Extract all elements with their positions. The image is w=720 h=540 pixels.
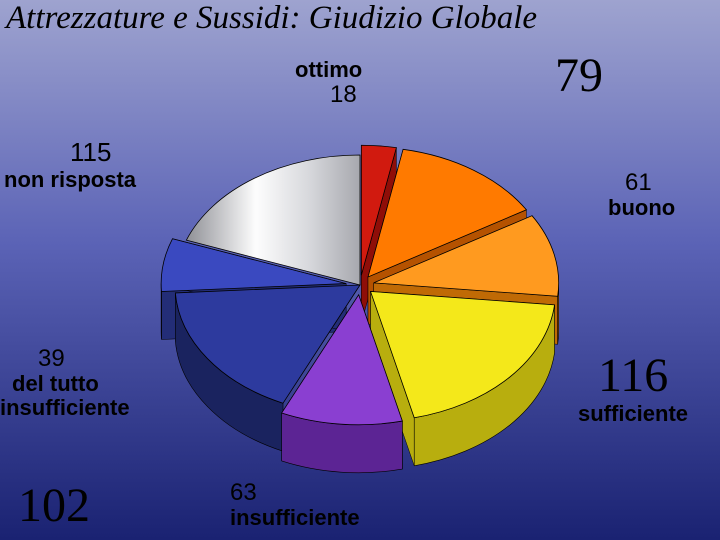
value-buono: 61 <box>625 170 652 196</box>
value-insufficiente: 63 <box>230 480 257 506</box>
value-ottimo: 18 <box>330 82 357 108</box>
label-deltutto-1: del tutto <box>12 372 99 396</box>
value-sufficiente: 116 <box>598 350 668 403</box>
label-insufficiente: insufficiente <box>230 506 360 530</box>
label-buono: buono <box>608 196 675 220</box>
value-79: 79 <box>555 50 603 103</box>
value-102: 102 <box>18 480 90 533</box>
label-nonrisposta: non risposta <box>4 168 136 192</box>
value-nonrisposta: 115 <box>70 138 111 167</box>
chart-title: Attrezzature e Sussidi: Giudizio Globale <box>6 0 537 37</box>
value-deltutto: 39 <box>38 346 65 372</box>
label-ottimo: ottimo <box>295 58 362 82</box>
label-deltutto-2: insufficiente <box>0 396 130 420</box>
label-sufficiente: sufficiente <box>578 402 688 426</box>
